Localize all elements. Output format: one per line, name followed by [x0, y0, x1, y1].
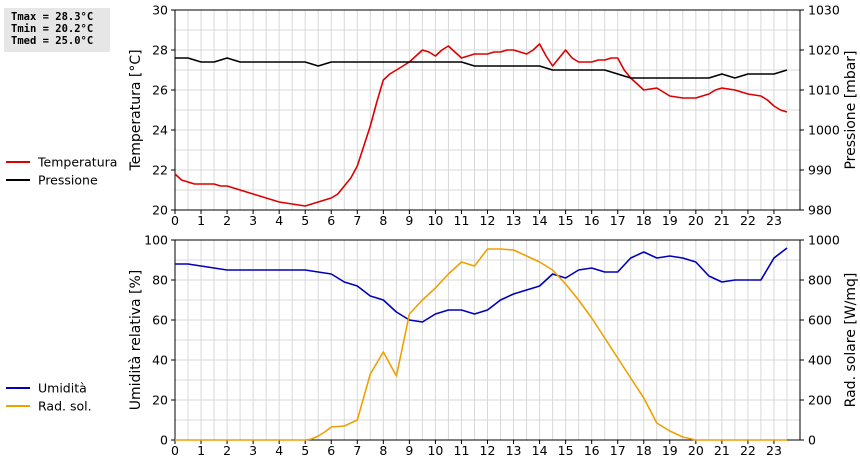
- y-tick-label: 20: [152, 393, 168, 408]
- x-tick-label: 10: [427, 213, 443, 228]
- x-tick-label: 20: [688, 213, 704, 228]
- x-tick-label: 21: [714, 443, 730, 458]
- x-tick-label: 17: [610, 213, 626, 228]
- y2-tick-label: 1000: [808, 123, 840, 138]
- y-tick-label: 80: [152, 273, 168, 288]
- x-tick-label: 12: [480, 443, 496, 458]
- x-tick-label: 21: [714, 213, 730, 228]
- series-line-umidita: [175, 247, 788, 323]
- x-tick-label: 3: [249, 213, 257, 228]
- y2-tick-label: 0: [808, 433, 816, 448]
- x-tick-label: 14: [532, 213, 548, 228]
- x-tick-label: 0: [171, 213, 179, 228]
- x-tick-label: 13: [506, 443, 522, 458]
- x-tick-label: 6: [327, 443, 335, 458]
- y2-tick-label: 990: [808, 163, 832, 178]
- x-tick-label: 10: [427, 443, 443, 458]
- x-tick-label: 6: [327, 213, 335, 228]
- x-tick-label: 9: [405, 443, 413, 458]
- y-axis-label: Umidità relativa [%]: [128, 270, 144, 411]
- y-tick-label: 0: [160, 433, 168, 448]
- x-tick-label: 15: [558, 443, 574, 458]
- legend-label-umidita: Umidità: [38, 381, 87, 396]
- stats-box: Tmax = 28.3°C Tmin = 20.2°C Tmed = 25.0°…: [4, 8, 110, 52]
- series-line-temperatura: [174, 43, 788, 207]
- x-tick-label: 4: [275, 213, 283, 228]
- y2-tick-label: 1030: [808, 3, 840, 18]
- x-tick-label: 8: [379, 443, 387, 458]
- y2-tick-label: 1010: [808, 83, 840, 98]
- x-tick-label: 14: [532, 443, 548, 458]
- x-tick-label: 5: [301, 213, 309, 228]
- y2-tick-label: 200: [808, 393, 832, 408]
- x-tick-label: 19: [662, 443, 678, 458]
- x-tick-label: 16: [584, 443, 600, 458]
- x-tick-label: 13: [506, 213, 522, 228]
- x-tick-label: 18: [636, 443, 652, 458]
- x-tick-label: 17: [610, 443, 626, 458]
- x-tick-label: 19: [662, 213, 678, 228]
- y2-tick-label: 1000: [808, 233, 840, 248]
- x-tick-label: 5: [301, 443, 309, 458]
- y-tick-label: 40: [152, 353, 168, 368]
- temperature-pressure-chart: 0 1 2 3 4 5 6 7 8 9 10 11 12 13 14 15 16 17 18 19 20 21 22 2320…: [6, 3, 859, 228]
- x-tick-label: 11: [454, 213, 470, 228]
- y-tick-label: 100: [144, 233, 168, 248]
- x-tick-label: 9: [405, 213, 413, 228]
- y2-tick-label: 980: [808, 203, 832, 218]
- y-tick-label: 60: [152, 313, 168, 328]
- x-tick-label: 11: [454, 443, 470, 458]
- x-tick-label: 23: [766, 443, 782, 458]
- x-tick-label: 3: [249, 443, 257, 458]
- y-tick-label: 22: [152, 163, 168, 178]
- x-tick-label: 15: [558, 213, 574, 228]
- x-tick-label: 7: [353, 213, 361, 228]
- humidity-radiation-chart: 0 1 2 3 4 5 6 7 8 9 10 11 12 13 14 15 16 17 18 19 20 21 22 2302…: [6, 233, 859, 458]
- legend-label-rad-sol: Rad. sol.: [38, 399, 92, 414]
- x-tick-label: 22: [740, 213, 756, 228]
- x-tick-label: 1: [197, 443, 205, 458]
- y-tick-label: 20: [152, 203, 168, 218]
- y2-tick-label: 600: [808, 313, 832, 328]
- y-axis-label: Temperatura [°C]: [128, 49, 144, 171]
- y2-tick-label: 800: [808, 273, 832, 288]
- y2-tick-label: 1020: [808, 43, 840, 58]
- legend-label-pressione: Pressione: [38, 173, 98, 188]
- x-tick-label: 0: [171, 443, 179, 458]
- y2-tick-label: 400: [808, 353, 832, 368]
- x-tick-label: 18: [636, 213, 652, 228]
- tmed-readout: Tmed = 25.0°C: [11, 35, 94, 47]
- y-tick-label: 24: [152, 123, 168, 138]
- x-tick-label: 16: [584, 213, 600, 228]
- x-tick-label: 8: [379, 213, 387, 228]
- y2-axis-label: Rad. solare [W/mq]: [843, 273, 859, 408]
- x-tick-label: 23: [766, 213, 782, 228]
- y-tick-label: 28: [152, 43, 168, 58]
- series-line-rad-sol: [175, 248, 787, 441]
- x-tick-label: 2: [223, 443, 231, 458]
- y2-axis-label: Pressione [mbar]: [843, 50, 859, 169]
- tmax-readout: Tmax = 28.3°C: [11, 11, 94, 23]
- tmin-readout: Tmin = 20.2°C: [11, 23, 94, 35]
- x-tick-label: 20: [688, 443, 704, 458]
- x-tick-label: 22: [740, 443, 756, 458]
- x-tick-label: 2: [223, 213, 231, 228]
- legend-label-temperatura: Temperatura: [37, 155, 117, 170]
- x-tick-label: 7: [353, 443, 361, 458]
- y-tick-label: 30: [152, 3, 168, 18]
- x-tick-label: 4: [275, 443, 283, 458]
- x-tick-label: 1: [197, 213, 205, 228]
- series-line-pressione: [175, 57, 788, 79]
- x-tick-label: 12: [480, 213, 496, 228]
- y-tick-label: 26: [152, 83, 168, 98]
